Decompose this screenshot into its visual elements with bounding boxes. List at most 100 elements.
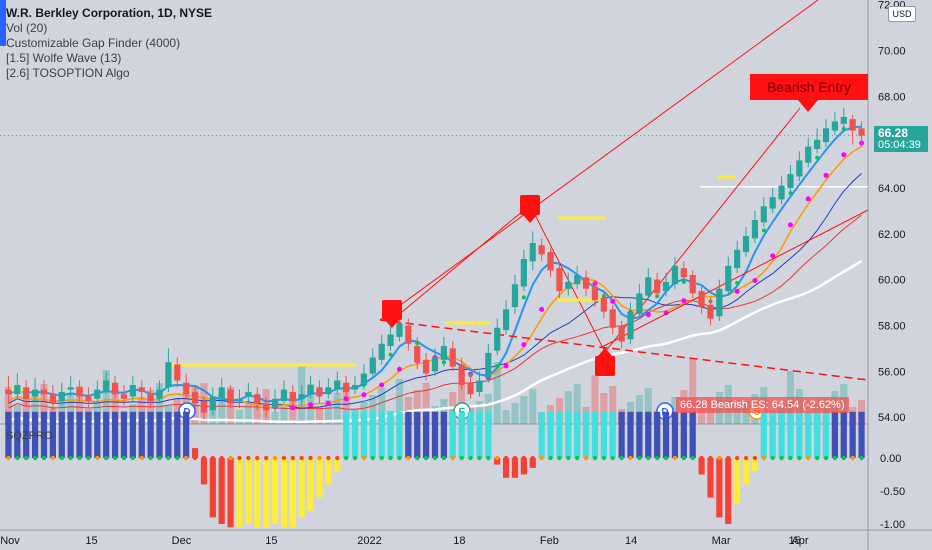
squeeze-dot <box>130 455 136 461</box>
squeeze-dot <box>477 455 482 461</box>
volume-bar <box>511 403 519 424</box>
squeeze-dot <box>210 455 216 461</box>
squeeze-dot <box>628 455 633 461</box>
oscillator-bar <box>698 458 705 475</box>
squeeze-dot <box>388 455 393 461</box>
volume-bar <box>671 397 679 424</box>
volume-bar <box>422 383 430 424</box>
squeeze-dot <box>788 455 793 461</box>
magenta-dot <box>734 288 740 294</box>
signal-marker <box>382 300 402 320</box>
volume-bar <box>502 410 510 424</box>
candle-body <box>156 389 163 399</box>
oscillator-bar <box>414 411 421 458</box>
candle-body <box>245 391 252 397</box>
candle-body <box>636 293 643 314</box>
indicator-wolfe-wave[interactable]: [1.5] Wolfe Wave (13) <box>6 51 122 65</box>
volume-bar <box>244 403 252 424</box>
oscillator-bar <box>23 411 30 458</box>
oscillator-bar <box>778 411 785 458</box>
signal-marker-arrow <box>385 320 399 328</box>
squeeze-dot <box>850 455 855 461</box>
volume-bar <box>324 400 332 424</box>
candle-body <box>760 206 767 223</box>
squeeze-dot <box>139 455 144 461</box>
price-axis-tick-label: 68.00 <box>878 91 906 103</box>
oscillator-bar <box>111 411 119 458</box>
candle-body <box>31 389 39 397</box>
oscillator-bar <box>769 411 776 458</box>
oscillator-bar <box>582 411 590 458</box>
candle-body <box>254 394 261 404</box>
squeeze-dot <box>397 455 402 461</box>
candle-body <box>40 389 48 395</box>
indicator-tosoption[interactable]: [2.6] TOSOPTION Algo <box>6 66 130 80</box>
oscillator-bar <box>289 458 296 528</box>
oscillator-bar <box>440 411 447 458</box>
oscillator-bar <box>14 411 21 458</box>
candle-body <box>289 391 296 402</box>
squeeze-dot <box>148 455 153 461</box>
oscillator-label[interactable]: SQZPRO <box>6 430 53 442</box>
volume-bar <box>102 370 110 424</box>
signal-marker-arrow <box>598 348 612 356</box>
squeeze-dot <box>530 455 535 461</box>
candle-body <box>76 387 83 397</box>
oscillator-bar <box>49 411 56 458</box>
squeeze-dot <box>770 455 775 461</box>
price-axis-tick-label: 70.00 <box>878 45 906 57</box>
green-dot <box>521 295 526 300</box>
candle-body <box>67 387 74 390</box>
indicator-gap-finder[interactable]: Customizable Gap Finder (4000) <box>6 36 181 50</box>
candle-body <box>58 391 65 402</box>
oscillator-bar <box>174 411 181 458</box>
volume-bar <box>235 410 244 424</box>
candle-body <box>174 364 181 381</box>
time-axis-tick-label: Dec <box>172 535 192 547</box>
oscillator-bar <box>609 411 616 458</box>
squeeze-dot <box>24 455 29 461</box>
oscillator-bar <box>236 458 243 528</box>
candle-body <box>263 403 270 411</box>
oscillator-bar <box>298 458 305 518</box>
squeeze-dot <box>317 455 322 461</box>
volume-bar <box>573 384 581 424</box>
squeeze-dot <box>823 455 829 461</box>
candle-body <box>23 387 30 399</box>
squeeze-dot <box>343 455 349 461</box>
oscillator-bar <box>431 411 439 458</box>
oscillator-bar <box>58 411 65 458</box>
price-axis-tick-label: 56.00 <box>878 366 906 378</box>
volume-bar <box>155 383 164 424</box>
volume-bar <box>440 399 448 424</box>
squeeze-dot <box>281 455 287 461</box>
symbol-title[interactable]: W.R. Berkley Corporation, 1D, NYSE <box>6 6 213 20</box>
candle-body <box>822 128 830 143</box>
candle-body <box>618 325 625 342</box>
candle-body <box>609 309 616 328</box>
currency-badge[interactable]: USD <box>888 6 916 22</box>
candle-body <box>405 325 412 344</box>
price-axis-tick-label: 62.00 <box>878 229 906 241</box>
squeeze-dot <box>6 455 11 461</box>
oscillator-bar <box>325 458 332 485</box>
green-dot <box>495 364 500 369</box>
candle-body <box>476 380 483 392</box>
time-axis-tick-label: 15 <box>265 535 277 547</box>
candle-body <box>707 304 714 319</box>
time-axis-tick-label: 15 <box>85 535 97 547</box>
squeeze-dot <box>379 455 384 461</box>
squeeze-dot <box>486 455 491 461</box>
oscillator-bar <box>245 458 252 524</box>
squeeze-dot <box>521 455 527 461</box>
volume-bar <box>733 408 741 424</box>
oscillator-bar <box>689 411 696 458</box>
candle-body <box>440 346 447 360</box>
candle-body <box>787 174 794 188</box>
time-axis-tick-label: Mar <box>712 535 731 547</box>
candle-body <box>805 146 812 163</box>
indicator-volume[interactable]: Vol (20) <box>6 21 48 35</box>
squeeze-dot <box>201 455 207 461</box>
candle-body <box>360 373 368 386</box>
time-axis-tick-label: Nov <box>0 535 20 547</box>
